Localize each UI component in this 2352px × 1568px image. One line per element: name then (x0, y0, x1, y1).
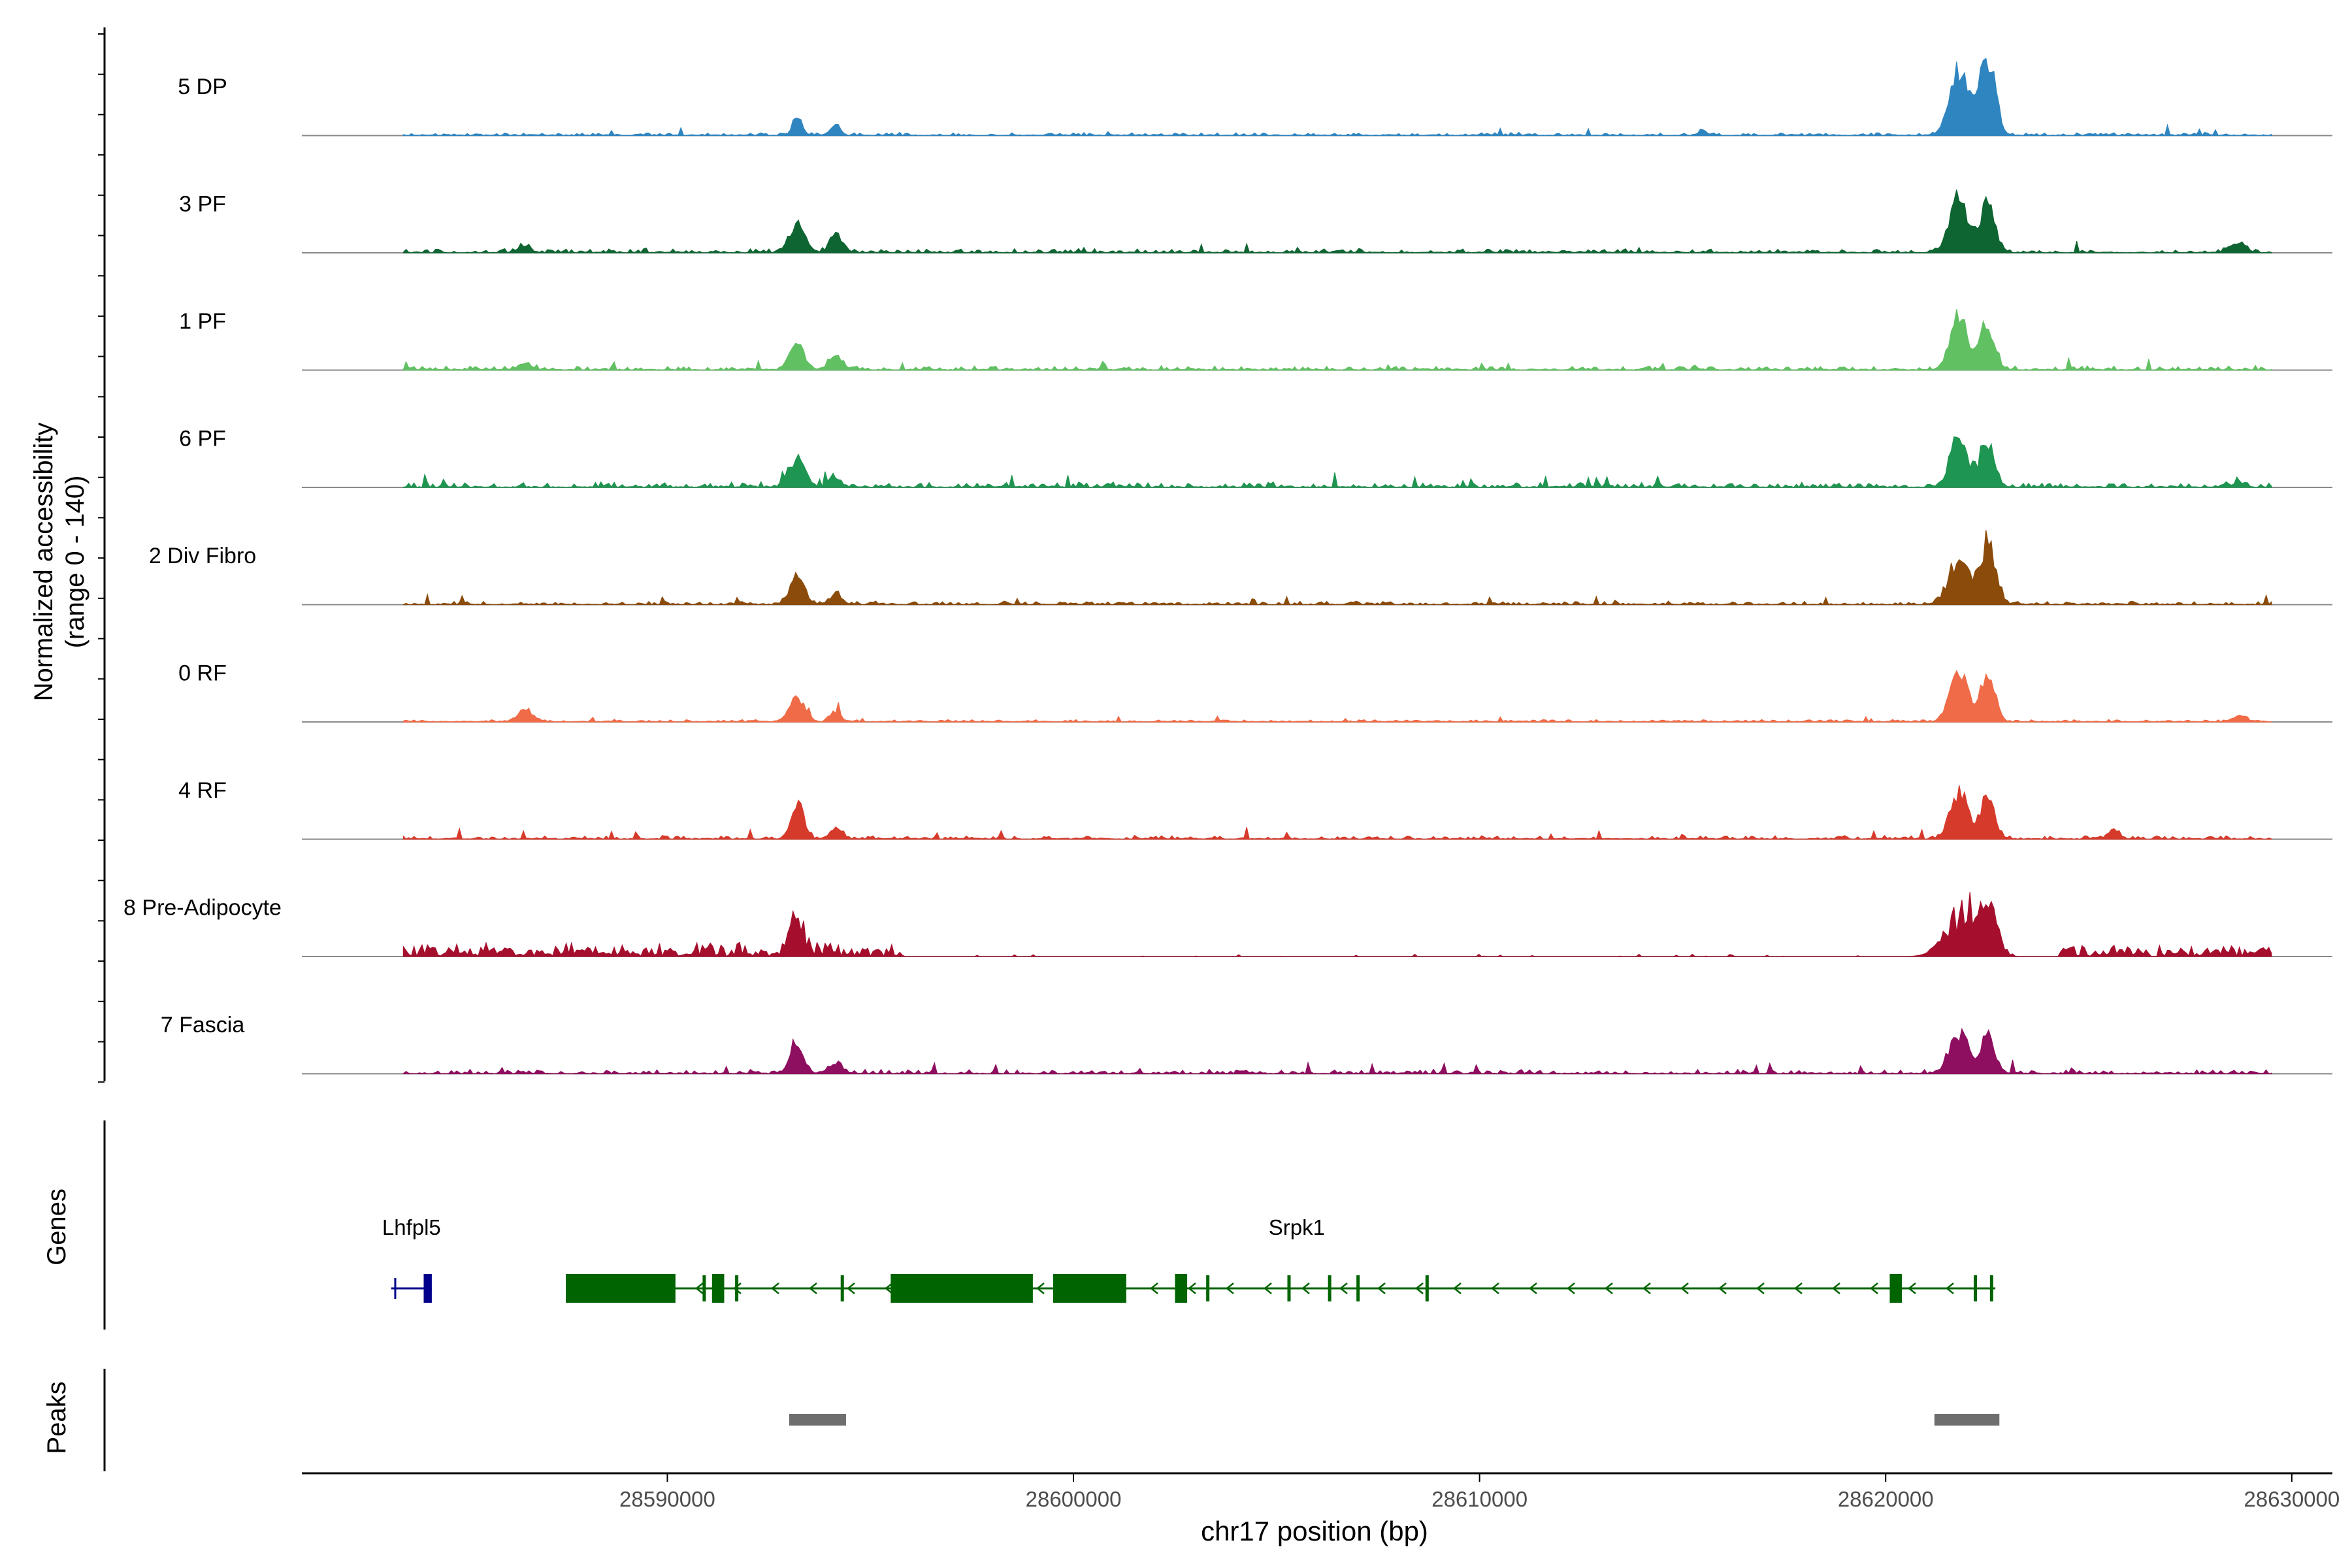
track-7-fascia (302, 1028, 2332, 1075)
coverage-area (402, 785, 2272, 840)
gene-exon-thin (1206, 1275, 1210, 1301)
strand-arrow (1264, 1282, 1272, 1294)
strand-arrow (1377, 1282, 1386, 1294)
x-tick-label: 28630000 (2244, 1487, 2340, 1511)
gene-exon (566, 1274, 676, 1303)
gene-name-label: Lhfpl5 (382, 1215, 441, 1239)
track-0-rf (302, 670, 2332, 723)
strand-arrow (1567, 1282, 1575, 1294)
track-label: 1 PF (179, 309, 226, 334)
x-tick-label: 28600000 (1026, 1487, 1122, 1511)
strand-arrow (733, 1282, 742, 1294)
track-label: 8 Pre-Adipocyte (123, 896, 282, 921)
strand-arrow (1794, 1282, 1803, 1294)
strand-arrow (885, 1282, 893, 1294)
strand-arrow (1415, 1282, 1424, 1294)
strand-arrow (771, 1282, 779, 1294)
gene-exon (1889, 1274, 1903, 1303)
strand-arrow (1908, 1282, 1916, 1294)
track-label: 4 RF (178, 778, 227, 803)
gene-exon (890, 1274, 1033, 1303)
gene-exon-thin (1973, 1275, 1977, 1301)
track-5-dp (302, 57, 2332, 137)
gene-exon-thin (1356, 1275, 1360, 1301)
coverage-area (402, 436, 2272, 489)
peak-region (1934, 1414, 2000, 1426)
strand-arrow (1680, 1282, 1689, 1294)
track-1-pf (302, 309, 2332, 371)
strand-arrow (1870, 1282, 1878, 1294)
peak-region (789, 1414, 846, 1426)
peaks-panel-label: Peaks (42, 1381, 71, 1454)
strand-arrow (1339, 1282, 1348, 1294)
x-tick-label: 28620000 (1838, 1487, 1934, 1511)
coverage-tracks (302, 57, 2332, 1075)
gene-exon-thin (1287, 1275, 1291, 1301)
strand-arrow (1946, 1282, 1954, 1294)
track-4-rf (302, 785, 2332, 840)
track-label: 3 PF (179, 192, 226, 217)
strand-arrow (1036, 1282, 1045, 1294)
gene-exon (711, 1274, 725, 1303)
coverage-area (402, 309, 2272, 371)
gene-lhfpl5: Lhfpl5 (382, 1215, 441, 1303)
strand-arrow (1605, 1282, 1613, 1294)
track-label: 0 RF (178, 661, 227, 686)
coverage-area (402, 892, 2272, 958)
track-label: 2 Div Fibro (149, 544, 256, 568)
strand-arrow (1718, 1282, 1727, 1294)
genes-panel-label: Genes (42, 1188, 71, 1266)
track-labels: 5 DP 3 PF 1 PF 6 PF 2 Div Fibro 0 RF 4 RF 8 Pre… (123, 74, 282, 1037)
strand-arrow (1756, 1282, 1765, 1294)
strand-arrow (1642, 1282, 1651, 1294)
coverage-area (402, 530, 2272, 606)
gene-exon-thin (735, 1275, 739, 1301)
y-axis-label-line2: (range 0 - 140) (61, 476, 90, 649)
x-axis-title: chr17 position (bp) (1201, 1516, 1428, 1546)
strand-arrow (1453, 1282, 1462, 1294)
track-label: 6 PF (179, 427, 226, 451)
strand-arrow (1301, 1282, 1310, 1294)
gene-exon-thin (1425, 1275, 1429, 1301)
strand-arrow (1491, 1282, 1499, 1294)
track-label: 5 DP (178, 74, 227, 99)
strand-arrow (809, 1282, 817, 1294)
peaks-panel (789, 1414, 2000, 1426)
strand-arrow (847, 1282, 855, 1294)
axes: 28590000 28600000 28610000 28620000 28630000 (98, 27, 2340, 1511)
gene-exon (1053, 1274, 1126, 1303)
strand-arrow (1226, 1282, 1234, 1294)
gene-name-label: Srpk1 (1269, 1215, 1325, 1239)
strand-arrow (695, 1282, 704, 1294)
track-3-pf (302, 189, 2332, 253)
gene-exon (423, 1274, 432, 1303)
gene-exon-thin (1328, 1275, 1331, 1301)
gene-exon-thin (840, 1275, 844, 1301)
x-tick-label: 28610000 (1431, 1487, 1527, 1511)
coverage-area (402, 57, 2272, 137)
track-2-div-fibro (302, 530, 2332, 606)
gene-exon-thin (702, 1275, 706, 1301)
gene-exon-thin (1989, 1275, 1993, 1301)
coverage-area (402, 670, 2272, 723)
y-axis-label-line1: Normalized accessibility (29, 423, 58, 702)
x-tick-label: 28590000 (619, 1487, 715, 1511)
gene-srpk1: Srpk1 (566, 1215, 1996, 1303)
gene-exon (1175, 1274, 1188, 1303)
strand-arrow (1832, 1282, 1840, 1294)
track-label: 7 Fascia (161, 1013, 245, 1037)
track-8-pre-adipocyte (302, 892, 2332, 958)
coverage-area (402, 1028, 2272, 1075)
strand-arrow (1150, 1282, 1158, 1294)
strand-arrow (1188, 1282, 1196, 1294)
coverage-area (402, 189, 2272, 253)
strand-arrow (1529, 1282, 1537, 1294)
track-6-pf (302, 436, 2332, 489)
gene-annotation-panel: Lhfpl5 Srpk1 (382, 1215, 1996, 1303)
